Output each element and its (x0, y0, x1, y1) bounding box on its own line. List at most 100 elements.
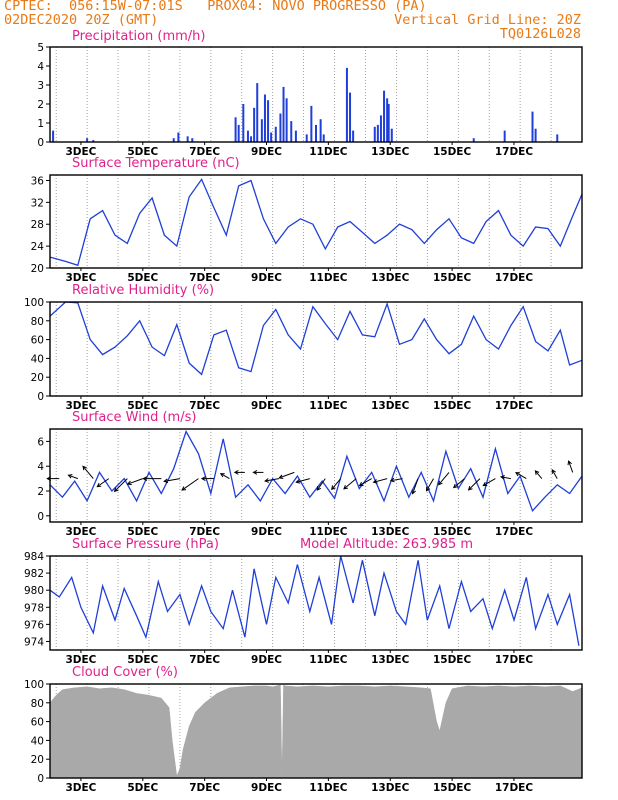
precip-bar (503, 130, 506, 142)
wind-arrow-head (200, 476, 206, 481)
wind-arrow (551, 469, 558, 479)
panel-title: Precipitation (mm/h) (72, 29, 205, 44)
y-tick-label: 60 (31, 335, 44, 347)
precip-bar (319, 119, 322, 142)
precip-bar (279, 113, 282, 142)
precip-bar (376, 124, 379, 142)
y-tick-label: 32 (31, 197, 44, 209)
wind-arrow (390, 478, 403, 482)
y-tick-label: 0 (37, 773, 44, 785)
x-tick-label: 13DEC (371, 782, 410, 794)
wind-arrow-head (113, 487, 119, 493)
x-tick-label: 3DEC (65, 400, 96, 412)
wind-arrow (164, 478, 180, 482)
panel-frame (49, 301, 583, 397)
x-tick-label: 7DEC (189, 654, 220, 666)
wind-arrow-head (551, 469, 556, 474)
x-tick-label: 17DEC (495, 782, 534, 794)
y-tick-label: 80 (31, 698, 44, 710)
precip-bar (237, 124, 240, 142)
wind-arrow (127, 478, 143, 485)
precip-bar (186, 136, 189, 142)
wind-arrow (265, 478, 279, 482)
wind-arrow-head (82, 465, 87, 471)
series-line (49, 555, 580, 646)
wind-arrow-head (181, 486, 187, 491)
x-tick-label: 17DEC (495, 526, 534, 538)
x-tick-label: 15DEC (433, 654, 472, 666)
x-tick-label: 5DEC (127, 654, 158, 666)
series-line (49, 178, 583, 267)
panel-frame (49, 555, 583, 651)
y-tick-label: 984 (24, 551, 44, 563)
x-tick-label: 3DEC (65, 654, 96, 666)
precip-bar (260, 119, 263, 142)
x-tick-label: 5DEC (127, 400, 158, 412)
y-tick-label: 3 (37, 80, 44, 92)
wind-arrow (114, 478, 128, 492)
precip-bar (267, 100, 270, 142)
wind-arrow-head (411, 489, 416, 495)
y-tick-label: 20 (31, 263, 44, 275)
precip-bar (531, 111, 534, 142)
x-tick-label: 11DEC (309, 146, 348, 158)
x-tick-label: 9DEC (251, 400, 282, 412)
y-tick-label: 978 (24, 602, 44, 614)
precip-bar (305, 134, 308, 142)
panel-frame (49, 174, 583, 269)
y-tick-label: 28 (31, 219, 44, 231)
y-tick-label: 976 (24, 619, 44, 631)
x-tick-label: 3DEC (65, 146, 96, 158)
x-tick-label: 11DEC (309, 782, 348, 794)
wind-arrow (426, 478, 434, 491)
y-tick-label: 0 (37, 391, 44, 403)
wind-arrow (82, 466, 94, 479)
wind-arrow-head (438, 480, 443, 486)
precip-bar (534, 128, 537, 142)
precip-bar (177, 132, 180, 142)
panel-title: Surface Wind (m/s) (72, 410, 196, 425)
panel-frame (49, 428, 583, 523)
wind-arrow (97, 478, 110, 488)
wind-arrow-head (252, 470, 258, 475)
x-tick-label: 3DEC (65, 782, 96, 794)
precip-bar (263, 94, 266, 142)
panel-title: Surface Temperature (nC) (72, 156, 240, 171)
precip-bar (256, 83, 259, 142)
x-tick-label: 9DEC (251, 526, 282, 538)
y-tick-label: 2 (37, 486, 44, 498)
wind-arrow (483, 478, 496, 487)
x-tick-label: 5DEC (127, 146, 158, 158)
x-tick-label: 5DEC (127, 526, 158, 538)
wind-arrow-head (389, 477, 395, 483)
y-tick-label: 100 (24, 297, 44, 309)
x-tick-label: 17DEC (495, 654, 534, 666)
init-time: 02DEC2020 20Z (GMT) (4, 12, 159, 28)
panel-title: Cloud Cover (%) (72, 665, 178, 680)
wind-arrow-head (452, 483, 458, 489)
x-tick-label: 3DEC (65, 272, 96, 284)
wind-arrow-head (295, 479, 301, 484)
wind-arrow (68, 474, 79, 480)
wind-arrow (181, 478, 199, 491)
x-tick-label: 5DEC (127, 272, 158, 284)
x-tick-label: 11DEC (309, 526, 348, 538)
y-tick-label: 100 (24, 679, 44, 691)
panel-5: Surface Pressure (hPa) Model Altitude: 26… (24, 537, 583, 666)
wind-arrow-head (372, 479, 378, 484)
y-tick-label: 20 (31, 754, 44, 766)
wind-arrow (438, 472, 450, 485)
precip-bar (234, 117, 237, 142)
wind-arrow (500, 476, 511, 480)
x-tick-label: 7DEC (189, 400, 220, 412)
precip-bar (472, 138, 475, 142)
x-tick-label: 9DEC (251, 146, 282, 158)
y-tick-label: 6 (37, 436, 44, 448)
x-tick-label: 15DEC (433, 526, 472, 538)
y-tick-label: 0 (37, 137, 44, 149)
x-tick-label: 17DEC (495, 146, 534, 158)
x-tick-label: 15DEC (433, 146, 472, 158)
precip-bar (556, 134, 559, 142)
wind-arrow (568, 460, 574, 473)
precip-bar (274, 126, 277, 142)
